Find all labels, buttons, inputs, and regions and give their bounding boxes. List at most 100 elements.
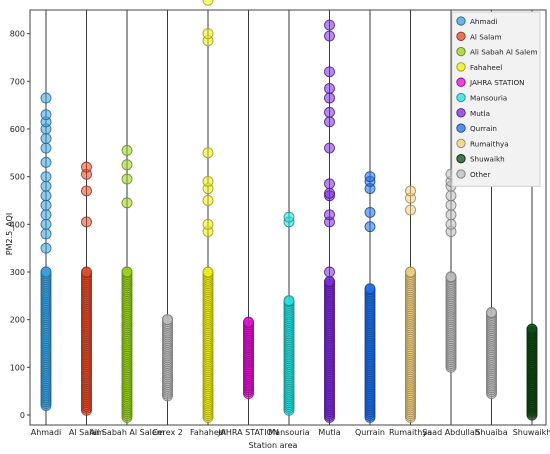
legend-swatch [456,92,466,103]
data-point [324,30,335,42]
legend-swatch [456,138,466,149]
legend-box [451,11,541,187]
legend-swatch [456,154,466,164]
data-point [121,144,133,156]
legend-label: Mansouria [470,94,507,103]
x-tick-label: Mansouria [268,428,310,437]
x-tick-label: Rumaithya [389,428,432,437]
data-point [324,83,335,94]
legend-swatch [456,46,466,57]
data-point [40,92,52,104]
legend-label: Shuwaikh [470,155,505,164]
data-point [364,283,376,295]
y-tick-label: 700 [10,77,25,86]
x-tick-label: Cerex 2 [152,428,183,437]
legend-swatch [456,62,466,72]
data-point [445,199,457,211]
data-point [40,218,52,230]
data-point [405,266,416,278]
data-point [121,159,133,171]
data-point [40,209,52,221]
data-point [445,209,457,221]
x-tick-label: Fahaheel [190,428,226,437]
data-point [121,266,133,278]
data-point [202,147,214,159]
y-tick-label: 600 [10,125,25,134]
x-axis-label: Station area [249,441,298,450]
data-point [81,266,92,278]
data-point [121,173,133,185]
data-point [526,323,538,335]
legend-label: Ali Sabah Al Salem [470,48,538,57]
y-tick-label: 500 [10,173,25,182]
legend-swatch [456,16,466,26]
data-point [324,19,335,31]
x-tick-label: Al Salam [69,428,104,437]
legend-label: Qurrain [470,124,497,133]
data-point [324,266,335,278]
y-tick-label: 0 [20,411,25,420]
marks-layer [40,0,538,423]
data-point [81,161,92,173]
y-tick-label: 400 [10,220,25,229]
y-tick-label: 100 [10,363,25,372]
legend-label: Al Salam [470,32,502,41]
data-point [324,92,335,104]
x-tick-label: Ali Sabah Al Salem [89,428,164,437]
data-point [324,106,335,118]
data-point [40,266,52,278]
data-point [40,190,52,202]
data-point [364,171,376,183]
legend-label: JAHRA STATION [469,78,525,87]
data-point [81,216,92,228]
data-point [40,199,52,211]
data-point [283,295,295,307]
data-point [202,218,214,230]
data-point [486,307,497,318]
x-tick-label: JAHRA STATION [217,428,279,437]
data-point [445,218,457,230]
y-tick-label: 800 [10,30,25,39]
x-tick-label: Ahmadi [31,428,62,437]
legend-label: Ahmadi [470,17,497,26]
data-point [40,156,52,168]
x-tick-label: Shuwaikh [513,428,550,437]
plot-frame [29,9,547,426]
data-point [202,0,214,6]
data-point [202,195,214,206]
x-tick-label: Mutla [318,428,340,437]
legend-swatch [456,169,466,179]
legend-swatch [456,108,466,118]
data-point [202,266,214,278]
legend-label: Fahaheel [470,63,502,72]
data-point [162,314,173,326]
data-point [364,206,376,218]
data-point [40,171,52,183]
data-point [324,187,335,199]
legend: Ahmadi Al Salam Ali Sabah Al Salem Fahaheel… [451,11,541,187]
data-point [283,211,295,223]
legend-swatch [456,123,466,133]
data-point [364,221,376,233]
legend-label: Other [470,170,490,179]
data-point [40,180,52,192]
data-point [202,28,214,40]
legend-label: Rumaithya [470,139,509,148]
data-point [40,142,52,154]
data-point [324,209,335,221]
data-point [324,142,335,154]
data-point [324,116,335,128]
data-point [324,66,335,78]
legend-swatch [456,77,466,87]
data-point [405,204,416,216]
data-point [445,190,457,202]
data-point [445,271,457,283]
y-axis-label: PM2.5_AQI [5,213,14,255]
data-point [40,133,52,144]
y-tick-label: 300 [10,268,25,277]
data-point [40,109,52,121]
x-tick-label: Shuaiba [475,428,507,437]
data-point [324,178,335,190]
